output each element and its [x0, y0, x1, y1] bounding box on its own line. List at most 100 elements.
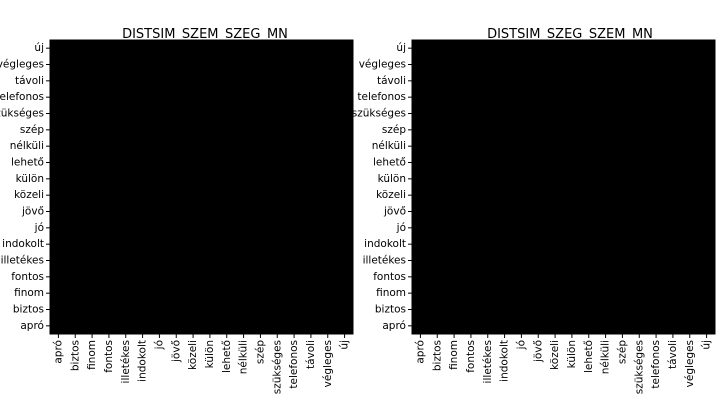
heatmap-cell-right [597, 268, 615, 286]
heatmap-cell-right [529, 40, 548, 57]
heatmap-cell-right [698, 285, 716, 302]
heatmap-cell-left [268, 187, 287, 204]
heatmap-cell-left [100, 219, 118, 237]
heatmap-cell-right [614, 170, 632, 188]
heatmap-cell-left [252, 187, 270, 204]
y-tick-label: biztos [375, 304, 406, 316]
x-tick-label: távoli [667, 340, 679, 369]
heatmap-cell-right [698, 268, 716, 286]
heatmap-cell-right [580, 121, 598, 139]
heatmap-cell-left [201, 252, 219, 270]
heatmap-cell-left [201, 236, 219, 253]
heatmap-cell-left [201, 89, 219, 106]
heatmap-cell-right [681, 105, 699, 123]
heatmap-cell-left [184, 203, 202, 221]
heatmap-cell-right [412, 105, 430, 123]
heatmap-cell-right [664, 56, 682, 74]
heatmap-cell-right [580, 285, 598, 302]
heatmap-cell-right [513, 105, 531, 123]
heatmap-cell-left [151, 268, 169, 286]
heatmap-cell-right [462, 105, 480, 123]
heatmap-cell-left [252, 89, 270, 106]
heatmap-cell-left [117, 138, 135, 155]
heatmap-cell-left [50, 203, 68, 221]
heatmap-cell-right [681, 121, 699, 139]
heatmap-cell-left [151, 285, 169, 302]
heatmap-cell-right [496, 219, 514, 237]
heatmap-cell-right [462, 252, 480, 270]
heatmap-panel-left: DISTSIM_SZEM_SZEG_MN új végleges távoli tel… [0, 27, 354, 394]
heatmap-cell-left [218, 317, 236, 335]
heatmap-cell-left [285, 236, 303, 253]
x-tick-labels-left: apró biztos finom fontos illetékes indokolt jó… [52, 334, 351, 394]
heatmap-cell-right [412, 89, 430, 106]
heatmap-cell-right [462, 154, 480, 172]
heatmap-cell-left [319, 203, 337, 221]
heatmap-cell-left [83, 219, 101, 237]
heatmap-cell-right [479, 121, 497, 139]
heatmap-cell-right [698, 219, 716, 237]
heatmap-cell-left [117, 301, 135, 319]
heatmap-cell-right [647, 138, 665, 155]
heatmap-cell-right [630, 252, 649, 270]
heatmap-cell-right [563, 317, 581, 335]
heatmap-cell-right [580, 105, 598, 123]
heatmap-cell-right [529, 105, 548, 123]
heatmap-cell-right [580, 40, 598, 57]
heatmap-cell-left [268, 236, 287, 253]
heatmap-cell-left [83, 138, 101, 155]
heatmap-cell-left [83, 285, 101, 302]
heatmap-cell-right [664, 72, 682, 90]
heatmap-cell-left [252, 40, 270, 57]
heatmap-cell-left [100, 121, 118, 139]
heatmap-cell-left [319, 56, 337, 74]
heatmap-cell-left [83, 72, 101, 90]
heatmap-cell-left [252, 301, 270, 319]
heatmap-cell-right [462, 72, 480, 90]
heatmap-cell-right [513, 154, 531, 172]
heatmap-cell-left [302, 203, 320, 221]
heatmap-cell-left [100, 203, 118, 221]
heatmap-cell-left [218, 89, 236, 106]
heatmap-cell-right [462, 285, 480, 302]
y-tick-label: illetékes [363, 255, 406, 267]
heatmap-cell-right [563, 89, 581, 106]
x-tick-label: távoli [305, 340, 317, 369]
heatmap-cell-left [50, 89, 68, 106]
heatmap-cell-left [302, 285, 320, 302]
y-tick-label: jó [34, 222, 44, 234]
heatmap-cell-right [513, 301, 531, 319]
heatmap-cell-right [412, 268, 430, 286]
x-tick-label: apró [414, 340, 426, 364]
heatmap-cell-left [117, 317, 135, 335]
heatmap-cell-right [698, 236, 716, 253]
heatmap-cell-right [563, 187, 581, 204]
heatmap-cell-left [100, 187, 118, 204]
heatmap-frame-right [411, 39, 716, 335]
y-tick-label: finom [376, 287, 406, 299]
heatmap-cell-right [681, 187, 699, 204]
heatmap-cell-left [319, 236, 337, 253]
heatmap-cell-left [285, 268, 303, 286]
heatmap-cell-right [630, 138, 649, 155]
heatmap-cell-left [285, 203, 303, 221]
heatmap-cell-right [445, 56, 463, 74]
heatmap-cell-left [151, 203, 169, 221]
heatmap-cell-right [428, 252, 447, 270]
heatmap-cell-right [479, 138, 497, 155]
heatmap-cell-right [445, 236, 463, 253]
y-tick-label: finom [14, 287, 44, 299]
heatmap-cell-left [134, 138, 152, 155]
y-tick-label: apró [382, 320, 406, 332]
heatmap-cell-right [630, 105, 649, 123]
heatmap-cell-left [268, 40, 287, 57]
x-tick-label: illetékes [120, 340, 132, 383]
heatmap-cell-right [681, 219, 699, 237]
x-tick-label: finom [448, 340, 460, 370]
heatmap-cell-right [479, 56, 497, 74]
heatmap-cell-left [66, 317, 85, 335]
heatmap-cell-left [201, 40, 219, 57]
heatmap-cell-right [479, 105, 497, 123]
heatmap-cell-right [479, 236, 497, 253]
heatmap-cell-right [445, 203, 463, 221]
